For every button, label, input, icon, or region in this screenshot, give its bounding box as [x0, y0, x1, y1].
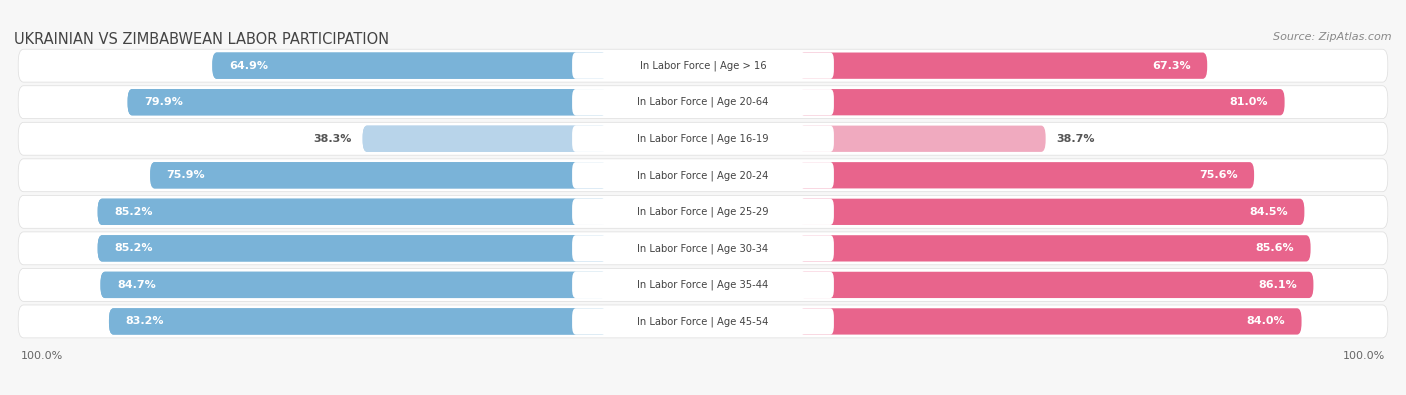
Text: In Labor Force | Age > 16: In Labor Force | Age > 16	[640, 60, 766, 71]
FancyBboxPatch shape	[363, 126, 606, 152]
FancyBboxPatch shape	[800, 53, 1208, 79]
FancyBboxPatch shape	[212, 53, 606, 79]
FancyBboxPatch shape	[572, 308, 834, 335]
Text: 79.9%: 79.9%	[145, 97, 183, 107]
Text: 85.2%: 85.2%	[114, 243, 153, 253]
Text: 85.2%: 85.2%	[114, 207, 153, 217]
FancyBboxPatch shape	[572, 53, 834, 79]
Text: 84.7%: 84.7%	[117, 280, 156, 290]
FancyBboxPatch shape	[18, 305, 1388, 338]
FancyBboxPatch shape	[18, 269, 1388, 301]
FancyBboxPatch shape	[800, 235, 1310, 261]
FancyBboxPatch shape	[18, 196, 1388, 228]
FancyBboxPatch shape	[363, 126, 579, 152]
FancyBboxPatch shape	[572, 126, 834, 152]
FancyBboxPatch shape	[100, 272, 606, 298]
Text: 81.0%: 81.0%	[1230, 97, 1268, 107]
FancyBboxPatch shape	[800, 272, 1313, 298]
FancyBboxPatch shape	[97, 235, 606, 261]
FancyBboxPatch shape	[572, 89, 834, 115]
Text: 100.0%: 100.0%	[1343, 352, 1385, 361]
Text: 38.3%: 38.3%	[314, 134, 352, 144]
FancyBboxPatch shape	[212, 53, 579, 79]
FancyBboxPatch shape	[110, 308, 579, 335]
FancyBboxPatch shape	[572, 235, 834, 261]
Text: In Labor Force | Age 20-24: In Labor Force | Age 20-24	[637, 170, 769, 181]
Text: 84.5%: 84.5%	[1249, 207, 1288, 217]
FancyBboxPatch shape	[800, 199, 1305, 225]
FancyBboxPatch shape	[18, 86, 1388, 118]
Text: UKRAINIAN VS ZIMBABWEAN LABOR PARTICIPATION: UKRAINIAN VS ZIMBABWEAN LABOR PARTICIPAT…	[14, 32, 389, 47]
Text: 75.9%: 75.9%	[167, 170, 205, 180]
Text: 83.2%: 83.2%	[125, 316, 165, 326]
Text: In Labor Force | Age 30-34: In Labor Force | Age 30-34	[637, 243, 769, 254]
Text: 75.6%: 75.6%	[1199, 170, 1237, 180]
Text: 100.0%: 100.0%	[21, 352, 63, 361]
FancyBboxPatch shape	[18, 122, 1388, 155]
Text: 86.1%: 86.1%	[1258, 280, 1296, 290]
Text: In Labor Force | Age 35-44: In Labor Force | Age 35-44	[637, 280, 769, 290]
Text: In Labor Force | Age 25-29: In Labor Force | Age 25-29	[637, 207, 769, 217]
Text: Source: ZipAtlas.com: Source: ZipAtlas.com	[1274, 32, 1392, 41]
FancyBboxPatch shape	[18, 49, 1388, 82]
FancyBboxPatch shape	[97, 199, 606, 225]
FancyBboxPatch shape	[572, 199, 834, 225]
FancyBboxPatch shape	[18, 232, 1388, 265]
Text: In Labor Force | Age 20-64: In Labor Force | Age 20-64	[637, 97, 769, 107]
FancyBboxPatch shape	[97, 199, 579, 225]
Legend: Ukrainian, Zimbabwean: Ukrainian, Zimbabwean	[598, 392, 808, 395]
FancyBboxPatch shape	[97, 235, 579, 261]
FancyBboxPatch shape	[18, 159, 1388, 192]
Text: 64.9%: 64.9%	[229, 61, 269, 71]
Text: 84.0%: 84.0%	[1246, 316, 1285, 326]
FancyBboxPatch shape	[100, 272, 579, 298]
Text: In Labor Force | Age 16-19: In Labor Force | Age 16-19	[637, 134, 769, 144]
FancyBboxPatch shape	[800, 89, 1285, 115]
FancyBboxPatch shape	[150, 162, 579, 188]
Text: 38.7%: 38.7%	[1057, 134, 1095, 144]
Text: 85.6%: 85.6%	[1256, 243, 1294, 253]
FancyBboxPatch shape	[572, 162, 834, 188]
FancyBboxPatch shape	[128, 89, 606, 115]
FancyBboxPatch shape	[150, 162, 606, 188]
Text: In Labor Force | Age 45-54: In Labor Force | Age 45-54	[637, 316, 769, 327]
Text: 67.3%: 67.3%	[1152, 61, 1191, 71]
FancyBboxPatch shape	[800, 162, 1254, 188]
FancyBboxPatch shape	[800, 308, 1302, 335]
FancyBboxPatch shape	[572, 272, 834, 298]
FancyBboxPatch shape	[128, 89, 579, 115]
FancyBboxPatch shape	[110, 308, 606, 335]
FancyBboxPatch shape	[800, 126, 1046, 152]
